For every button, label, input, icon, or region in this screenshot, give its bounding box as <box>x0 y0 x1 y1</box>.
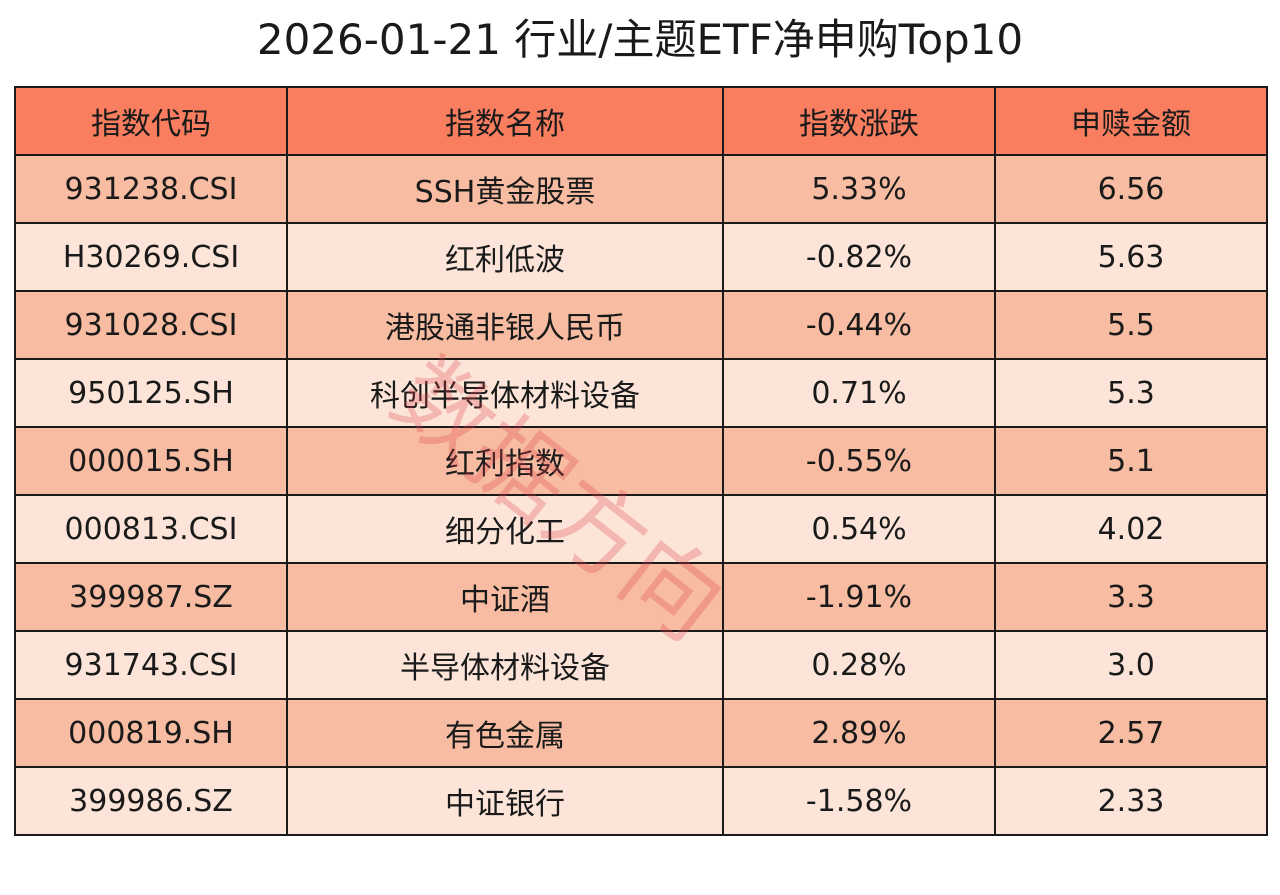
cell-index-change: 0.54% <box>722 494 996 564</box>
cell-net-subscription: 4.02 <box>994 494 1268 564</box>
cell-net-subscription: 3.0 <box>994 630 1268 700</box>
cell-index-change: -1.58% <box>722 766 996 836</box>
cell-net-subscription: 5.5 <box>994 290 1268 360</box>
table-row: 399987.SZ 中证酒 -1.91% 3.3 <box>14 562 1268 632</box>
cell-index-code: 000813.CSI <box>14 494 288 564</box>
header-index-name: 指数名称 <box>286 86 724 156</box>
cell-net-subscription: 5.3 <box>994 358 1268 428</box>
cell-index-name: SSH黄金股票 <box>286 154 724 224</box>
cell-index-name: 半导体材料设备 <box>286 630 724 700</box>
cell-net-subscription: 6.56 <box>994 154 1268 224</box>
table-row: 950125.SH 科创半导体材料设备 0.71% 5.3 <box>14 358 1268 428</box>
cell-index-change: -0.82% <box>722 222 996 292</box>
header-net-subscription: 申赎金额 <box>994 86 1268 156</box>
table-row: 931238.CSI SSH黄金股票 5.33% 6.56 <box>14 154 1268 224</box>
header-index-change: 指数涨跌 <box>722 86 996 156</box>
cell-index-code: 399987.SZ <box>14 562 288 632</box>
table-row: 000813.CSI 细分化工 0.54% 4.02 <box>14 494 1268 564</box>
table-row: 931743.CSI 半导体材料设备 0.28% 3.0 <box>14 630 1268 700</box>
cell-index-code: 931028.CSI <box>14 290 288 360</box>
cell-net-subscription: 5.63 <box>994 222 1268 292</box>
cell-net-subscription: 2.57 <box>994 698 1268 768</box>
cell-index-name: 有色金属 <box>286 698 724 768</box>
cell-index-change: -0.55% <box>722 426 996 496</box>
cell-index-name: 中证银行 <box>286 766 724 836</box>
table-row: 399986.SZ 中证银行 -1.58% 2.33 <box>14 766 1268 836</box>
cell-index-change: -1.91% <box>722 562 996 632</box>
cell-index-code: 000015.SH <box>14 426 288 496</box>
cell-index-change: 2.89% <box>722 698 996 768</box>
cell-index-change: -0.44% <box>722 290 996 360</box>
cell-index-name: 红利低波 <box>286 222 724 292</box>
cell-net-subscription: 2.33 <box>994 766 1268 836</box>
header-index-code: 指数代码 <box>14 86 288 156</box>
table-row: H30269.CSI 红利低波 -0.82% 5.63 <box>14 222 1268 292</box>
cell-index-name: 红利指数 <box>286 426 724 496</box>
header-row: 指数代码 指数名称 指数涨跌 申赎金额 <box>14 86 1268 156</box>
cell-index-change: 0.71% <box>722 358 996 428</box>
cell-net-subscription: 5.1 <box>994 426 1268 496</box>
cell-index-name: 细分化工 <box>286 494 724 564</box>
table-row: 000819.SH 有色金属 2.89% 2.57 <box>14 698 1268 768</box>
cell-index-change: 0.28% <box>722 630 996 700</box>
cell-index-code: H30269.CSI <box>14 222 288 292</box>
cell-index-code: 399986.SZ <box>14 766 288 836</box>
cell-index-code: 931238.CSI <box>14 154 288 224</box>
cell-index-code: 950125.SH <box>14 358 288 428</box>
cell-index-change: 5.33% <box>722 154 996 224</box>
cell-index-name: 港股通非银人民币 <box>286 290 724 360</box>
table-row: 000015.SH 红利指数 -0.55% 5.1 <box>14 426 1268 496</box>
chart-title: 2026-01-21 行业/主题ETF净申购Top10 <box>256 15 1024 64</box>
etf-table: 指数代码 指数名称 指数涨跌 申赎金额 931238.CSI SSH黄金股票 5.33% 6… <box>14 86 1268 836</box>
cell-index-name: 中证酒 <box>286 562 724 632</box>
cell-net-subscription: 3.3 <box>994 562 1268 632</box>
cell-index-code: 000819.SH <box>14 698 288 768</box>
cell-index-code: 931743.CSI <box>14 630 288 700</box>
cell-index-name: 科创半导体材料设备 <box>286 358 724 428</box>
table-row: 931028.CSI 港股通非银人民币 -0.44% 5.5 <box>14 290 1268 360</box>
